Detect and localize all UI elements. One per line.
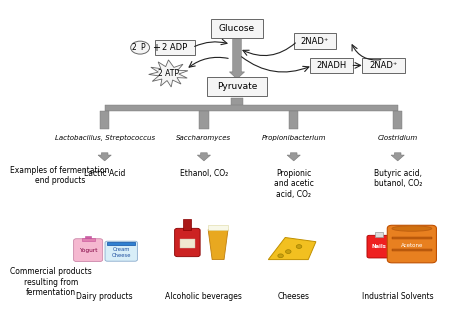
- Bar: [108, 242, 135, 245]
- Text: 2: 2: [132, 43, 137, 52]
- Polygon shape: [197, 153, 210, 161]
- Bar: [375, 232, 383, 237]
- Circle shape: [285, 250, 291, 254]
- Text: Glucose: Glucose: [219, 24, 255, 33]
- Polygon shape: [149, 60, 188, 87]
- Text: Pyruvate: Pyruvate: [217, 82, 257, 91]
- FancyBboxPatch shape: [367, 235, 391, 258]
- Text: 2NAD⁺: 2NAD⁺: [369, 61, 398, 70]
- Bar: [82, 238, 94, 240]
- Bar: [105, 105, 398, 111]
- FancyBboxPatch shape: [211, 19, 263, 38]
- Polygon shape: [229, 36, 245, 79]
- Text: Cheeses: Cheeses: [278, 292, 310, 301]
- Text: Propionibacterium: Propionibacterium: [262, 135, 326, 141]
- Polygon shape: [268, 238, 316, 260]
- Text: 2 ADP: 2 ADP: [162, 43, 187, 52]
- Bar: [85, 236, 91, 238]
- Circle shape: [131, 41, 150, 54]
- Circle shape: [278, 254, 283, 258]
- Circle shape: [296, 245, 302, 248]
- Bar: [231, 98, 243, 108]
- Text: P: P: [141, 43, 145, 52]
- Bar: [392, 237, 432, 239]
- FancyBboxPatch shape: [310, 58, 353, 73]
- Text: Butyric acid,
butanol, CO₂: Butyric acid, butanol, CO₂: [374, 169, 422, 188]
- Text: Yogurt: Yogurt: [79, 248, 97, 253]
- Text: Industrial Solvents: Industrial Solvents: [362, 292, 434, 301]
- Bar: [392, 249, 432, 251]
- Text: Examples of fermentation
end products: Examples of fermentation end products: [10, 166, 109, 185]
- Polygon shape: [391, 153, 404, 161]
- Text: Ethanol, CO₂: Ethanol, CO₂: [180, 169, 228, 178]
- Bar: [199, 111, 209, 129]
- Text: 2NADH: 2NADH: [317, 61, 346, 70]
- FancyBboxPatch shape: [73, 239, 103, 262]
- FancyBboxPatch shape: [208, 77, 266, 96]
- Text: Cream
Cheese: Cream Cheese: [111, 247, 131, 258]
- Text: Clostridium: Clostridium: [378, 135, 418, 141]
- Polygon shape: [208, 230, 228, 260]
- Polygon shape: [208, 225, 228, 230]
- Text: 2 ATP: 2 ATP: [158, 69, 179, 78]
- Bar: [183, 219, 191, 230]
- Text: Nails: Nails: [371, 244, 386, 249]
- Polygon shape: [287, 153, 301, 161]
- FancyBboxPatch shape: [294, 33, 336, 49]
- Text: Acetone: Acetone: [401, 242, 423, 248]
- FancyBboxPatch shape: [155, 40, 195, 55]
- FancyBboxPatch shape: [362, 58, 405, 73]
- Ellipse shape: [392, 226, 432, 231]
- Text: Alcoholic beverages: Alcoholic beverages: [165, 292, 242, 301]
- Bar: [289, 111, 299, 129]
- Text: Propionic
and acetic
acid, CO₂: Propionic and acetic acid, CO₂: [274, 169, 314, 199]
- Text: Commercial products
resulting from
fermentation: Commercial products resulting from ferme…: [10, 267, 92, 297]
- Bar: [100, 111, 109, 129]
- Text: Saccharomyces: Saccharomyces: [176, 135, 231, 141]
- FancyBboxPatch shape: [387, 225, 437, 263]
- FancyBboxPatch shape: [105, 241, 137, 261]
- Text: 2NAD⁺: 2NAD⁺: [301, 37, 329, 46]
- Text: Lactobacillus, Streptococcus: Lactobacillus, Streptococcus: [55, 135, 155, 141]
- Polygon shape: [98, 153, 111, 161]
- Text: Lactic Acid: Lactic Acid: [84, 169, 125, 178]
- Bar: [393, 111, 402, 129]
- Text: +: +: [152, 43, 160, 53]
- Text: Dairy products: Dairy products: [76, 292, 133, 301]
- FancyBboxPatch shape: [174, 228, 200, 257]
- Bar: [180, 239, 195, 248]
